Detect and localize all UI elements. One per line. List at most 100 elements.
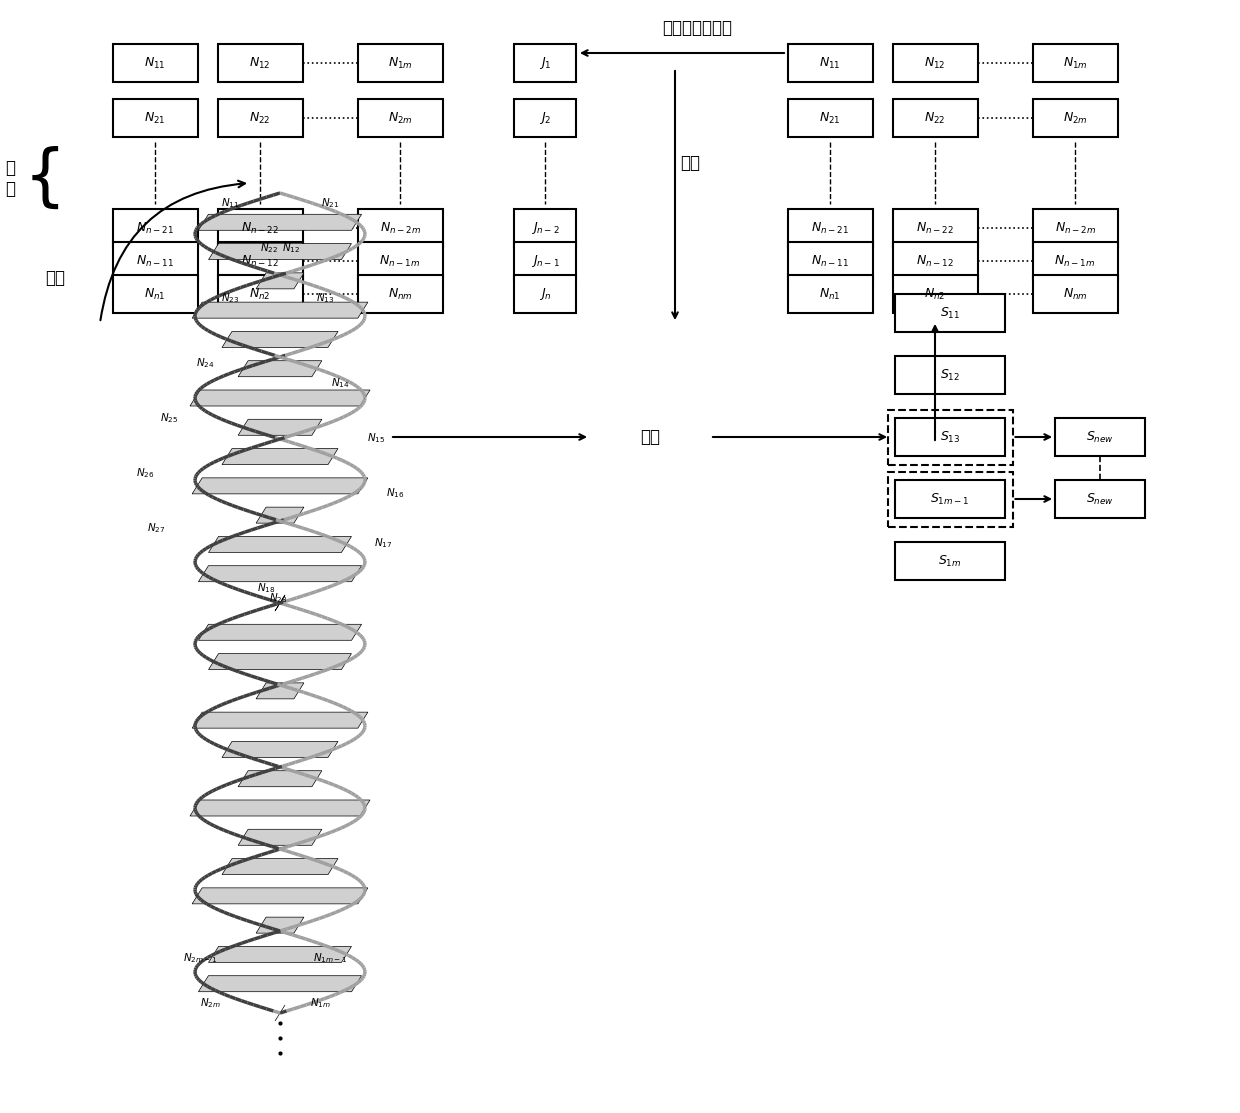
Text: $S_{1m}$: $S_{1m}$ [939,553,962,569]
FancyBboxPatch shape [515,45,577,82]
Polygon shape [257,917,304,933]
FancyBboxPatch shape [895,480,1004,518]
Text: $N_{27}$: $N_{27}$ [148,521,166,535]
Text: $N_{16}$: $N_{16}$ [386,486,404,500]
Polygon shape [208,244,351,259]
Polygon shape [222,858,339,875]
FancyArrowPatch shape [100,180,246,321]
Text: $N_{n-21}$: $N_{n-21}$ [811,220,849,236]
Text: $N_{12}$: $N_{12}$ [249,56,270,70]
Polygon shape [257,683,304,699]
Polygon shape [198,976,362,992]
Text: $N_{22}$: $N_{22}$ [260,242,278,255]
Text: $S_{13}$: $S_{13}$ [940,430,960,444]
Polygon shape [198,565,362,582]
Text: $N_{25}$: $N_{25}$ [160,411,179,425]
FancyBboxPatch shape [895,418,1004,456]
Text: $N_{22}$: $N_{22}$ [924,110,946,126]
Polygon shape [238,361,322,376]
Text: $N_{n-12}$: $N_{n-12}$ [916,254,954,268]
FancyBboxPatch shape [357,209,443,247]
Text: $N_{11}$: $N_{11}$ [820,56,841,70]
Text: $J_n$: $J_n$ [538,286,552,302]
FancyBboxPatch shape [113,99,197,137]
Text: $N_{n2}$: $N_{n2}$ [249,286,270,302]
Polygon shape [192,712,368,728]
Text: $N_{n-22}$: $N_{n-22}$ [916,220,954,236]
Text: $N_{14}$: $N_{14}$ [331,376,350,390]
Polygon shape [222,449,339,464]
FancyBboxPatch shape [357,45,443,82]
Polygon shape [222,332,339,347]
Text: $N_{n-22}$: $N_{n-22}$ [241,220,279,236]
FancyBboxPatch shape [1033,45,1117,82]
FancyBboxPatch shape [1033,99,1117,137]
Text: 降序: 降序 [680,154,701,173]
FancyBboxPatch shape [357,275,443,313]
Text: 复制: 复制 [45,269,64,287]
FancyBboxPatch shape [217,99,303,137]
Polygon shape [275,595,285,611]
FancyBboxPatch shape [895,356,1004,394]
Text: $N_{2m}$: $N_{2m}$ [1063,110,1087,126]
Text: $N_{n2}$: $N_{n2}$ [924,286,946,302]
FancyBboxPatch shape [113,209,197,247]
Text: $N_{n-12}$: $N_{n-12}$ [241,254,279,268]
Text: $N_{2m-1}$: $N_{2m-1}$ [182,952,217,965]
Text: $S_{new}$: $S_{new}$ [1086,492,1114,506]
Text: $N_{n-1m}$: $N_{n-1m}$ [1054,254,1096,268]
FancyBboxPatch shape [217,275,303,313]
Text: $N_{22}$: $N_{22}$ [249,110,270,126]
Text: $N_{1m-1}$: $N_{1m-1}$ [312,952,347,965]
Text: $J_{n-2}$: $J_{n-2}$ [531,220,559,236]
Text: $J_1$: $J_1$ [538,55,552,71]
Text: $N_{n-1m}$: $N_{n-1m}$ [379,254,420,268]
FancyBboxPatch shape [1055,480,1145,518]
FancyBboxPatch shape [787,275,873,313]
Text: $S_{12}$: $S_{12}$ [940,367,960,383]
FancyBboxPatch shape [787,209,873,247]
FancyBboxPatch shape [515,242,577,280]
Text: $N_{1m}$: $N_{1m}$ [388,56,413,70]
Polygon shape [257,273,304,289]
FancyBboxPatch shape [217,242,303,280]
Text: $N_{24}$: $N_{24}$ [196,356,215,370]
Polygon shape [238,420,322,435]
Text: $N_{nm}$: $N_{nm}$ [388,286,413,302]
Polygon shape [198,215,362,230]
Polygon shape [192,302,368,318]
Polygon shape [208,536,351,552]
FancyBboxPatch shape [787,99,873,137]
Text: $N_{21}$: $N_{21}$ [144,110,166,126]
Text: $N_{nm}$: $N_{nm}$ [1063,286,1087,302]
Text: 计算权值，比较: 计算权值，比较 [662,19,733,37]
FancyBboxPatch shape [893,209,977,247]
FancyBboxPatch shape [217,45,303,82]
Polygon shape [190,800,370,816]
FancyBboxPatch shape [217,209,303,247]
FancyBboxPatch shape [1033,242,1117,280]
FancyBboxPatch shape [893,45,977,82]
Polygon shape [208,653,351,670]
Polygon shape [275,1005,285,1021]
FancyBboxPatch shape [893,242,977,280]
FancyBboxPatch shape [787,242,873,280]
FancyBboxPatch shape [113,242,197,280]
Text: $N_{n1}$: $N_{n1}$ [144,286,166,302]
Text: $N_{n-2m}$: $N_{n-2m}$ [1054,220,1095,236]
FancyBboxPatch shape [895,294,1004,332]
FancyBboxPatch shape [515,99,577,137]
FancyBboxPatch shape [1055,418,1145,456]
Text: $S_{11}$: $S_{11}$ [940,305,960,321]
Text: $N_{11}$: $N_{11}$ [221,196,239,210]
Text: $N_{11}$: $N_{11}$ [144,56,166,70]
Text: $N_{21}$: $N_{21}$ [820,110,841,126]
Text: $N_{n-21}$: $N_{n-21}$ [136,220,174,236]
Text: $N_{n-11}$: $N_{n-11}$ [811,254,849,268]
FancyBboxPatch shape [893,99,977,137]
Polygon shape [208,946,351,963]
FancyBboxPatch shape [357,99,443,137]
FancyBboxPatch shape [113,275,197,313]
FancyBboxPatch shape [1033,209,1117,247]
Text: 选
择: 选 择 [5,159,15,198]
